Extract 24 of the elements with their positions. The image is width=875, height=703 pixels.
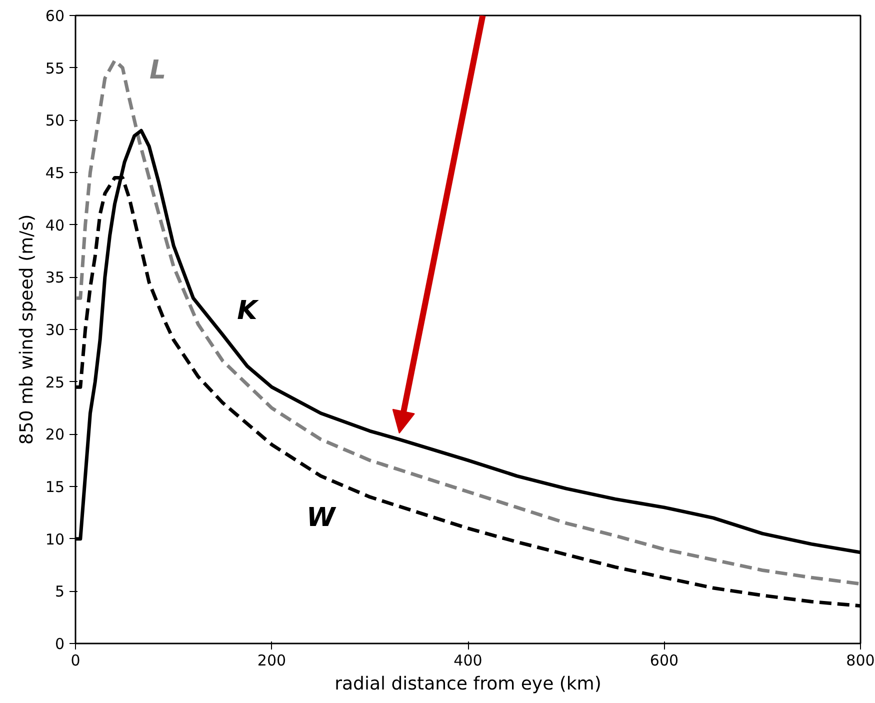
y-tick-label: 25 bbox=[45, 373, 65, 392]
x-tick-label: 600 bbox=[650, 652, 679, 670]
y-tick-label: 0 bbox=[54, 635, 65, 653]
x-axis-title: radial distance from eye (km) bbox=[334, 674, 602, 694]
x-tick-label: 400 bbox=[454, 652, 482, 670]
series-label: K bbox=[237, 296, 260, 326]
y-axis-title: 850 mb wind speed (m/s) bbox=[16, 214, 38, 445]
y-tick-label: 35 bbox=[45, 268, 65, 287]
y-tick-label: 20 bbox=[45, 426, 65, 444]
y-tick-label: 55 bbox=[45, 59, 65, 78]
y-tick-label: 15 bbox=[45, 478, 65, 496]
y-tick-label: 5 bbox=[54, 582, 65, 601]
x-tick-label: 200 bbox=[257, 652, 286, 670]
y-tick-label: 40 bbox=[45, 216, 65, 234]
y-tick-label: 30 bbox=[45, 321, 65, 339]
y-tick-label: 10 bbox=[45, 530, 65, 548]
series-label: L bbox=[149, 56, 166, 86]
y-tick-label: 60 bbox=[45, 7, 65, 25]
x-tick-label: 0 bbox=[70, 652, 80, 670]
y-tick-label: 50 bbox=[45, 112, 65, 130]
x-tick-label: 800 bbox=[846, 652, 875, 670]
line-series bbox=[76, 58, 860, 586]
y-tick-label: 45 bbox=[45, 164, 65, 182]
series-label: W bbox=[306, 503, 336, 534]
